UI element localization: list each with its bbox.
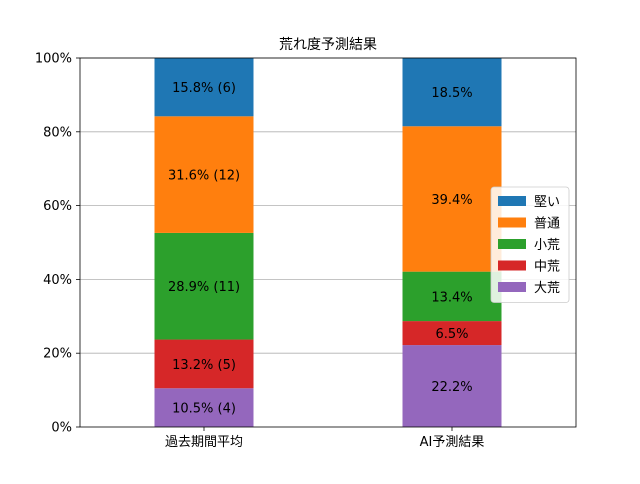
legend-swatch [498, 282, 526, 292]
bar-data-label: 15.8% (6) [172, 81, 236, 96]
y-tick-label: 40% [43, 273, 72, 288]
bar-segment [154, 339, 254, 389]
legend-label: 中荒 [534, 260, 560, 275]
legend-label: 大荒 [534, 281, 560, 296]
bar-segment [402, 345, 502, 427]
bar-segment [154, 232, 254, 340]
chart-title: 荒れ度予測結果 [279, 37, 377, 53]
bar-data-label: 6.5% [435, 327, 468, 342]
bar-segment [154, 116, 254, 233]
legend-label: 小荒 [534, 238, 560, 253]
bar-data-label: 13.4% [431, 290, 472, 305]
bar-segment [402, 321, 502, 346]
y-tick-label: 80% [43, 125, 72, 140]
bar-data-label: 10.5% (4) [172, 402, 236, 417]
legend-swatch [498, 260, 526, 271]
legend-label: 普通 [534, 217, 560, 232]
bar-segment [402, 271, 502, 322]
legend-swatch [498, 196, 526, 206]
bars-layer [154, 58, 502, 427]
bar-segment [154, 388, 254, 427]
y-tick-label: 100% [35, 52, 72, 67]
legend-label: 堅い [534, 195, 560, 210]
y-tick-label: 60% [43, 199, 72, 214]
axes-layer: 0% 20% 40% 60% 80% 100% 過去期間平均 AI予測結果 [35, 52, 577, 450]
bar-data-label: 39.4% [431, 193, 472, 208]
bar-data-label: 18.5% [431, 86, 472, 101]
bar-data-label: 28.9% (11) [168, 280, 240, 295]
y-tick-label: 20% [43, 347, 72, 362]
bar-data-label: 13.2% (5) [172, 358, 236, 373]
legend-swatch [498, 217, 526, 228]
legend-swatch [498, 239, 526, 249]
y-tick-label: 0% [51, 421, 72, 436]
plot-frame [79, 57, 577, 428]
bar-data-label: 31.6% (12) [168, 169, 240, 184]
data-labels-layer: 10.5% (4) 13.2% (5) 28.9% (11) 31.6% (12) 15… [168, 81, 473, 416]
bar-segment [402, 126, 502, 272]
x-tick-label: AI予測結果 [420, 435, 485, 450]
bar-segment [154, 58, 254, 117]
legend-box [490, 186, 570, 303]
bar-data-label: 22.2% [431, 380, 472, 395]
bar-segment [402, 58, 502, 127]
x-tick-label: 過去期間平均 [165, 435, 243, 450]
